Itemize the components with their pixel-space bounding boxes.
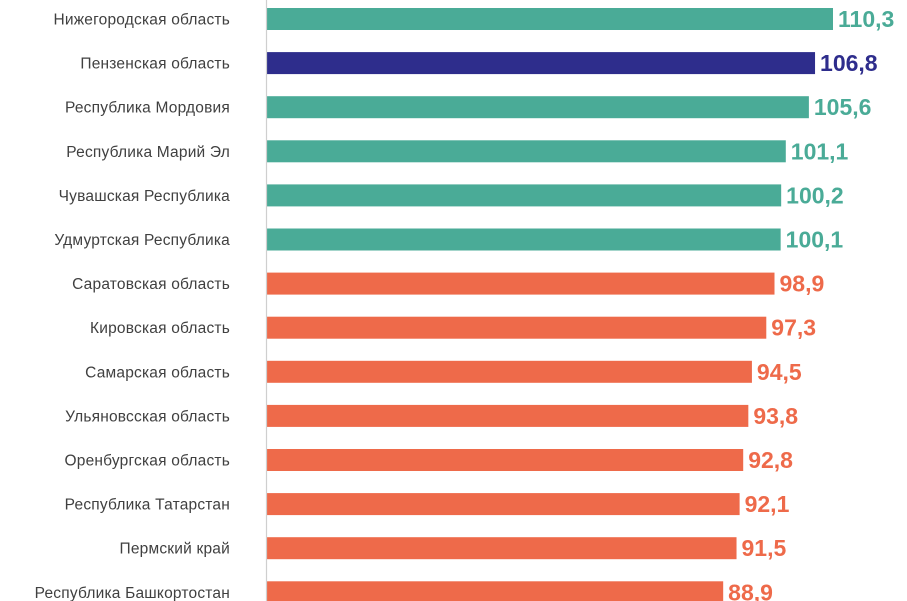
value-label: 105,6 — [814, 94, 872, 120]
category-labels: Нижегородская область Пензенская область Р… — [35, 12, 231, 601]
category-label: Оренбургская область — [65, 453, 231, 470]
bar — [267, 493, 740, 516]
value-label: 94,5 — [757, 359, 802, 385]
value-label: 88,9 — [728, 579, 773, 601]
category-label: Кировская область — [90, 320, 230, 337]
bar — [267, 52, 816, 75]
bar — [267, 316, 767, 339]
bar — [267, 404, 749, 427]
bar — [267, 360, 752, 383]
category-label: Республика Башкортостан — [35, 585, 230, 601]
category-label: Саратовская область — [72, 276, 230, 293]
bar — [267, 140, 786, 163]
category-label: Нижегородская область — [53, 12, 230, 29]
value-label: 92,1 — [745, 491, 790, 517]
value-label: 101,1 — [791, 138, 849, 164]
category-label: Пермский край — [120, 541, 230, 558]
value-label: 93,8 — [753, 403, 798, 429]
category-label: Республика Мордовия — [65, 100, 230, 117]
category-label: Республика Марий Эл — [66, 144, 230, 161]
bar — [267, 581, 724, 601]
value-label: 106,8 — [820, 50, 878, 76]
value-label: 98,9 — [780, 271, 825, 297]
bar — [267, 272, 775, 295]
value-label: 97,3 — [771, 315, 816, 341]
value-label: 91,5 — [742, 535, 787, 561]
category-label: Ульяновсская область — [65, 408, 230, 425]
bar — [267, 184, 782, 207]
value-labels: 110,3 106,8 105,6 101,1 100,2 100,1 98,9 97,3 94… — [728, 6, 894, 601]
value-label: 100,1 — [786, 227, 844, 253]
bar — [267, 537, 737, 560]
category-label: Самарская область — [85, 364, 230, 381]
category-label: Республика Татарстан — [65, 497, 230, 514]
value-label: 110,3 — [838, 6, 894, 32]
bar — [267, 96, 809, 119]
category-label: Пензенская область — [80, 56, 230, 73]
bar — [267, 449, 744, 471]
value-label: 100,2 — [786, 182, 844, 208]
bars — [267, 8, 833, 601]
bar — [267, 8, 833, 30]
bar — [267, 228, 781, 251]
category-label: Удмуртская Республика — [54, 232, 230, 249]
category-label: Чувашская Республика — [59, 188, 231, 205]
value-label: 92,8 — [748, 447, 793, 473]
